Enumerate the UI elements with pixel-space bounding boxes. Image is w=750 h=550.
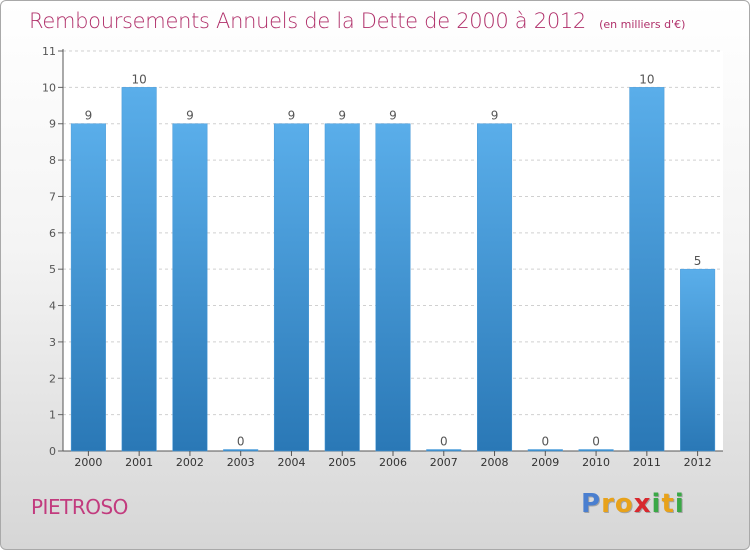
- data-label: 9: [186, 109, 194, 123]
- x-tick-label: 2005: [328, 456, 356, 469]
- x-tick-label: 2008: [481, 456, 509, 469]
- bar: [70, 123, 106, 452]
- logo-letter: i: [651, 489, 662, 519]
- x-tick-label: 2003: [227, 456, 255, 469]
- bar: [477, 123, 513, 452]
- data-label: 9: [288, 109, 296, 123]
- y-tick-label: 4: [49, 300, 56, 313]
- title-line: Remboursements Annuels de la Dette de 20…: [29, 9, 685, 33]
- logo-letter: P: [581, 489, 602, 519]
- data-label: 10: [639, 72, 654, 86]
- data-label: 9: [389, 109, 397, 123]
- bar: [527, 449, 563, 452]
- y-tick-label: 10: [42, 81, 56, 94]
- logo-letter: i: [674, 489, 685, 519]
- data-label: 0: [541, 435, 549, 449]
- logo-letter: r: [601, 489, 615, 519]
- bar: [223, 449, 259, 452]
- x-tick-label: 2012: [684, 456, 712, 469]
- data-label: 10: [132, 72, 147, 86]
- chart-subtitle: (en milliers d'€): [599, 18, 686, 31]
- x-tick-label: 2004: [277, 456, 305, 469]
- y-tick-label: 11: [42, 45, 56, 58]
- x-tick-label: 2011: [633, 456, 661, 469]
- bar: [426, 449, 462, 452]
- x-tick-label: 2002: [176, 456, 204, 469]
- logo-letter: o: [614, 489, 634, 519]
- data-label: 9: [85, 109, 93, 123]
- data-label: 0: [440, 435, 448, 449]
- bar: [121, 87, 157, 452]
- chart-title: Remboursements Annuels de la Dette de 20…: [29, 9, 586, 33]
- bar: [375, 123, 411, 452]
- x-tick-label: 2009: [531, 456, 559, 469]
- x-tick-label: 2007: [430, 456, 458, 469]
- y-tick-label: 0: [49, 445, 56, 458]
- y-tick-label: 2: [49, 372, 56, 385]
- data-label: 5: [694, 254, 702, 268]
- bar: [578, 449, 614, 452]
- data-label: 0: [592, 435, 600, 449]
- commune-name: PIETROSO: [31, 495, 128, 519]
- y-tick-label: 7: [49, 190, 56, 203]
- bar: [629, 87, 665, 452]
- data-label: 9: [338, 109, 346, 123]
- y-tick-label: 3: [49, 336, 56, 349]
- bar: [680, 268, 716, 452]
- data-label: 0: [237, 435, 245, 449]
- x-tick-label: 2010: [582, 456, 610, 469]
- logo-letter: t: [661, 489, 675, 519]
- x-tick-label: 2006: [379, 456, 407, 469]
- bar: [273, 123, 309, 452]
- y-tick-label: 1: [49, 409, 56, 422]
- y-tick-label: 8: [49, 154, 56, 167]
- x-tick-label: 2001: [125, 456, 153, 469]
- bar: [172, 123, 208, 452]
- data-label: 9: [491, 109, 499, 123]
- y-tick-label: 6: [49, 227, 56, 240]
- y-tick-label: 9: [49, 118, 56, 131]
- y-tick-label: 5: [49, 263, 56, 276]
- bar: [324, 123, 360, 452]
- logo-letter: x: [633, 489, 652, 519]
- x-tick-label: 2000: [74, 456, 102, 469]
- proxiti-logo: Proxiti: [581, 489, 685, 519]
